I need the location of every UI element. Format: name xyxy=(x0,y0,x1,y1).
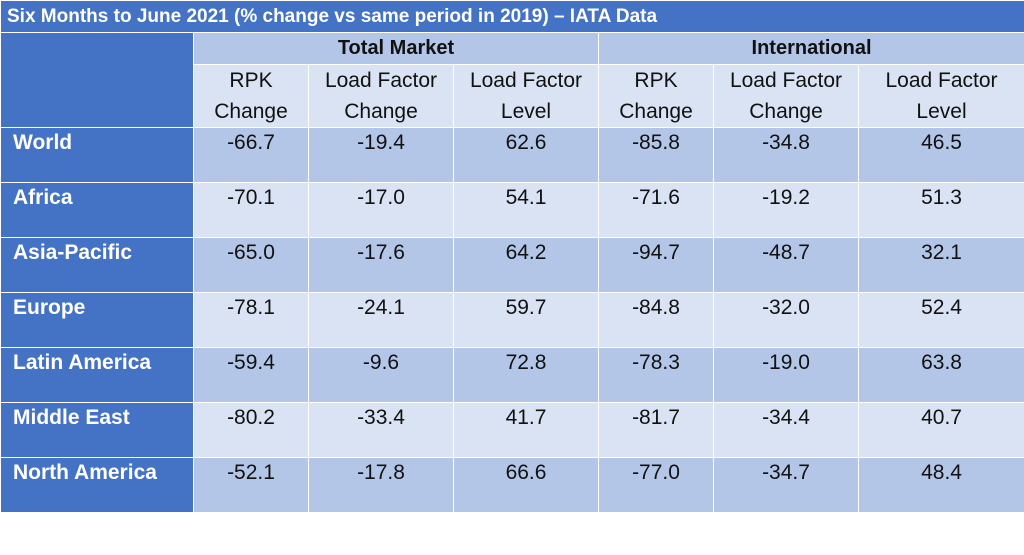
table-cell: -34.8 xyxy=(713,127,859,183)
table-cell: -59.4 xyxy=(193,347,309,403)
column-header-line2: Change xyxy=(749,100,823,123)
table-cell: 51.3 xyxy=(857,182,1024,238)
column-header-line2: Level xyxy=(500,100,552,123)
table-row: Europe -78.1 -24.1 59.7 -84.8 -32.0 52.4 xyxy=(0,292,1024,348)
column-header-line2: Change xyxy=(619,100,693,123)
corner-cell xyxy=(0,32,194,128)
table-cell: -78.3 xyxy=(598,347,714,403)
column-header: Load Factor Level xyxy=(453,64,599,128)
table-cell: -17.8 xyxy=(308,457,454,513)
column-header-line2: Change xyxy=(214,100,288,123)
table-cell: 72.8 xyxy=(453,347,599,403)
table-cell: -80.2 xyxy=(193,402,309,458)
column-header-line1: Load Factor xyxy=(729,69,843,92)
table-row: North America -52.1 -17.8 66.6 -77.0 -34.7 48.… xyxy=(0,457,1024,513)
table-cell: -33.4 xyxy=(308,402,454,458)
table-cell: 66.6 xyxy=(453,457,599,513)
table-cell: -34.4 xyxy=(713,402,859,458)
table-cell: -19.0 xyxy=(713,347,859,403)
column-header-line2: Level xyxy=(916,100,967,123)
row-header-region: World xyxy=(0,127,194,183)
table-cell: -84.8 xyxy=(598,292,714,348)
table-cell: -48.7 xyxy=(713,237,859,293)
table-cell: -85.8 xyxy=(598,127,714,183)
column-header: Load Factor Change xyxy=(308,64,454,128)
table-cell: 64.2 xyxy=(453,237,599,293)
table-cell: 63.8 xyxy=(857,347,1024,403)
table-cell: -9.6 xyxy=(308,347,454,403)
group-header-international: International xyxy=(597,32,1024,65)
table-cell: 40.7 xyxy=(857,402,1024,458)
table-cell: 62.6 xyxy=(453,127,599,183)
row-header-region: North America xyxy=(0,457,194,513)
row-header-region: Europe xyxy=(0,292,194,348)
table-cell: 41.7 xyxy=(453,402,599,458)
column-header-line2: Change xyxy=(344,100,418,123)
table-cell: -17.0 xyxy=(308,182,454,238)
iata-data-table: Six Months to June 2021 (% change vs sam… xyxy=(0,0,1024,513)
table-cell: -19.4 xyxy=(308,127,454,183)
table-cell: 32.1 xyxy=(857,237,1024,293)
table-cell: -24.1 xyxy=(308,292,454,348)
table-cell: -77.0 xyxy=(598,457,714,513)
row-header-region: Africa xyxy=(0,182,194,238)
table-row: Middle East -80.2 -33.4 41.7 -81.7 -34.4 40.7 xyxy=(0,402,1024,458)
table-cell: -65.0 xyxy=(193,237,309,293)
column-header-line1: Load Factor xyxy=(469,69,583,92)
column-header-line1: Load Factor xyxy=(885,69,998,92)
column-header: Load Factor Level xyxy=(857,64,1024,128)
row-header-region: Middle East xyxy=(0,402,194,458)
table-cell: -78.1 xyxy=(193,292,309,348)
column-header-line1: Load Factor xyxy=(324,69,438,92)
table-cell: -70.1 xyxy=(193,182,309,238)
group-header-total-market: Total Market xyxy=(193,32,599,65)
table-cell: -52.1 xyxy=(193,457,309,513)
table-cell: 54.1 xyxy=(453,182,599,238)
table-cell: -94.7 xyxy=(598,237,714,293)
table-cell: 59.7 xyxy=(453,292,599,348)
table-cell: -81.7 xyxy=(598,402,714,458)
table-cell: 52.4 xyxy=(857,292,1024,348)
table-cell: -17.6 xyxy=(308,237,454,293)
table-cell: 48.4 xyxy=(857,457,1024,513)
table-row: Asia-Pacific -65.0 -17.6 64.2 -94.7 -48.7 32.1 xyxy=(0,237,1024,293)
row-header-region: Latin America xyxy=(0,347,194,403)
column-header: RPK Change xyxy=(598,64,714,128)
table-row: Latin America -59.4 -9.6 72.8 -78.3 -19.0 63.8 xyxy=(0,347,1024,403)
table-row: World -66.7 -19.4 62.6 -85.8 -34.8 46.5 xyxy=(0,127,1024,183)
table-cell: -71.6 xyxy=(598,182,714,238)
table-cell: 46.5 xyxy=(857,127,1024,183)
table-cell: -66.7 xyxy=(193,127,309,183)
row-header-region: Asia-Pacific xyxy=(0,237,194,293)
column-header-line1: RPK xyxy=(229,69,273,92)
table-cell: -32.0 xyxy=(713,292,859,348)
column-header: Load Factor Change xyxy=(713,64,859,128)
table-title: Six Months to June 2021 (% change vs sam… xyxy=(0,0,1024,33)
column-header-line1: RPK xyxy=(634,69,678,92)
table-cell: -19.2 xyxy=(713,182,859,238)
table-row: Africa -70.1 -17.0 54.1 -71.6 -19.2 51.3 xyxy=(0,182,1024,238)
table-cell: -34.7 xyxy=(713,457,859,513)
iata-table-container: Six Months to June 2021 (% change vs sam… xyxy=(0,0,1024,513)
column-header: RPK Change xyxy=(193,64,309,128)
